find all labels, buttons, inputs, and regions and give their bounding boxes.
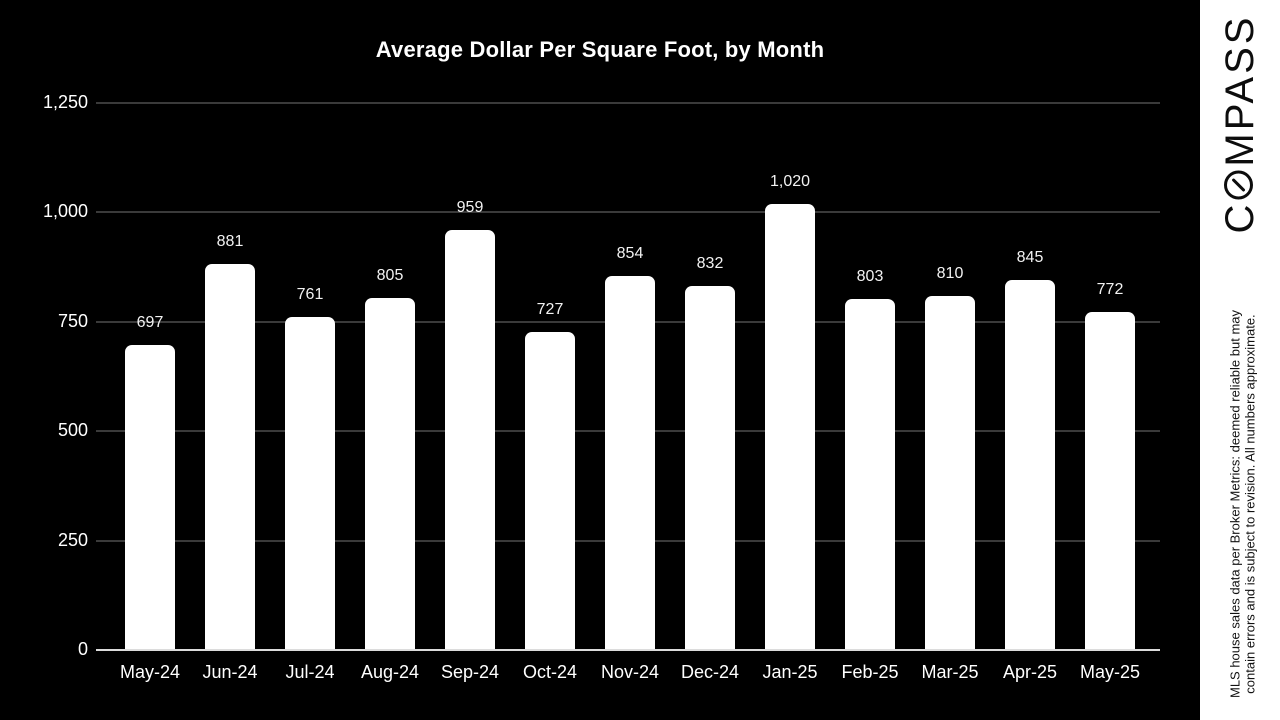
y-axis-tick-label: 750 bbox=[57, 310, 88, 331]
bar bbox=[205, 264, 255, 650]
bar-group: 697 bbox=[110, 103, 190, 650]
bar-group: 881 bbox=[190, 103, 270, 650]
bar-value-label: 772 bbox=[1096, 281, 1124, 298]
bar-value-label: 727 bbox=[536, 301, 564, 318]
bar bbox=[1005, 280, 1055, 650]
bar bbox=[285, 317, 335, 650]
bar-group: 1,020 bbox=[750, 103, 830, 650]
bar-value-label: 959 bbox=[456, 199, 484, 216]
bar-group: 959 bbox=[430, 103, 510, 650]
bar-group: 810 bbox=[910, 103, 990, 650]
bar-group: 854 bbox=[590, 103, 670, 650]
bar bbox=[125, 345, 175, 650]
bar-group: 832 bbox=[670, 103, 750, 650]
bar bbox=[925, 296, 975, 650]
x-axis-tick-label: Jul-24 bbox=[285, 662, 335, 682]
bar-value-label: 810 bbox=[936, 265, 964, 282]
bar-value-label: 805 bbox=[376, 267, 404, 284]
bar bbox=[1085, 312, 1135, 650]
y-axis-tick-label: 1,250 bbox=[42, 92, 88, 112]
bar bbox=[685, 286, 735, 650]
y-gridline bbox=[96, 211, 1160, 214]
disclaimer: MLS house sales data per Broker Metrics:… bbox=[1228, 284, 1259, 720]
x-axis-tick-label: Jan-25 bbox=[762, 662, 818, 682]
chart-title: Average Dollar Per Square Foot, by Month bbox=[375, 37, 825, 62]
bar bbox=[525, 332, 575, 650]
bar bbox=[605, 276, 655, 650]
x-axis-tick-label: Jun-24 bbox=[202, 662, 258, 682]
x-axis-tick-label: May-25 bbox=[1079, 662, 1141, 682]
logo-text-start: C bbox=[1218, 201, 1262, 234]
y-axis-tick-label: 1,000 bbox=[42, 201, 88, 222]
bar bbox=[365, 298, 415, 650]
bar-value-label: 881 bbox=[216, 233, 244, 250]
x-axis-tick-label: Mar-25 bbox=[921, 662, 979, 682]
bar-value-label: 845 bbox=[1016, 249, 1044, 266]
compass-needle-icon bbox=[1231, 177, 1246, 193]
bar-value-label: 697 bbox=[136, 314, 164, 331]
right-sidebar: C MPASS MLS house sales data per Broker M… bbox=[1200, 0, 1280, 720]
y-axis-tick-label: 250 bbox=[57, 529, 88, 550]
x-axis-tick-label: Apr-25 bbox=[1002, 662, 1058, 682]
bar-value-label: 854 bbox=[616, 245, 644, 262]
bar-group: 805 bbox=[350, 103, 430, 650]
x-axis-baseline bbox=[96, 649, 1160, 651]
x-axis-tick-label: Dec-24 bbox=[680, 662, 740, 682]
bar-value-label: 761 bbox=[296, 286, 324, 303]
compass-o-mark-icon bbox=[1224, 170, 1253, 200]
x-axis-tick-label: Sep-24 bbox=[440, 662, 500, 682]
y-axis-tick-label: 0 bbox=[77, 639, 88, 659]
bar bbox=[845, 299, 895, 650]
compass-logo: C MPASS bbox=[1218, 14, 1262, 234]
y-gridline bbox=[96, 102, 1160, 104]
bar bbox=[445, 230, 495, 650]
bar-group: 761 bbox=[270, 103, 350, 650]
bar-value-label: 1,020 bbox=[769, 173, 811, 190]
bar bbox=[765, 204, 815, 650]
bar-value-label: 832 bbox=[696, 255, 724, 272]
bar-value-label: 803 bbox=[856, 268, 884, 285]
disclaimer-line-2: contain errors and is subject to revisio… bbox=[1243, 314, 1258, 694]
logo-text-end: MPASS bbox=[1218, 14, 1262, 167]
y-axis-tick-label: 500 bbox=[57, 420, 88, 441]
bar-group: 772 bbox=[1070, 103, 1150, 650]
x-axis-tick-label: Oct-24 bbox=[522, 662, 578, 682]
x-axis-tick-label: Aug-24 bbox=[360, 662, 420, 682]
bar-group: 845 bbox=[990, 103, 1070, 650]
bar-group: 803 bbox=[830, 103, 910, 650]
x-axis-tick-label: Nov-24 bbox=[600, 662, 660, 682]
x-axis-tick-label: May-24 bbox=[119, 662, 181, 682]
x-axis-tick-label: Feb-25 bbox=[841, 662, 899, 682]
bar-group: 727 bbox=[510, 103, 590, 650]
disclaimer-line-1: MLS house sales data per Broker Metrics:… bbox=[1227, 309, 1243, 699]
